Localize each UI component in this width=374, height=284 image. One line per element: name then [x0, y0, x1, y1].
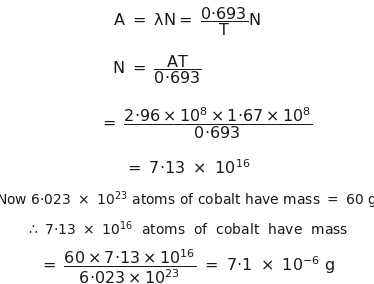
Text: $\mathrm{=\ 7{\cdot}13\ \times\ 10^{16}}$: $\mathrm{=\ 7{\cdot}13\ \times\ 10^{16}}…: [124, 160, 250, 178]
Text: $\mathrm{=\ \dfrac{2{\cdot}96\times10^{8}\times1{\cdot}67\times10^{8}}{0{\cdot}6: $\mathrm{=\ \dfrac{2{\cdot}96\times10^{8…: [99, 106, 312, 141]
Text: $\mathrm{N\ =\ \dfrac{AT}{0{\cdot}693}}$: $\mathrm{N\ =\ \dfrac{AT}{0{\cdot}693}}$: [112, 53, 202, 86]
Text: $\mathrm{\therefore\ 7{\cdot}13\ \times\ 10^{16}\ \ atoms\ \ of\ \ cobalt\ \ hav: $\mathrm{\therefore\ 7{\cdot}13\ \times\…: [26, 219, 348, 238]
Text: $\mathrm{=\ \dfrac{60\times 7{\cdot}13\times 10^{16}}{6{\cdot}023\times 10^{23}}: $\mathrm{=\ \dfrac{60\times 7{\cdot}13\t…: [39, 248, 335, 284]
Text: $\mathrm{Now\ 6{\cdot}023\ \times\ 10^{23}\ atoms\ of\ cobalt\ have\ mass\ =\ 60: $\mathrm{Now\ 6{\cdot}023\ \times\ 10^{2…: [0, 189, 374, 211]
Text: $\mathrm{A\ =\ \lambda N =\ \dfrac{0{\cdot}693}{T}N}$: $\mathrm{A\ =\ \lambda N =\ \dfrac{0{\cd…: [113, 5, 261, 38]
